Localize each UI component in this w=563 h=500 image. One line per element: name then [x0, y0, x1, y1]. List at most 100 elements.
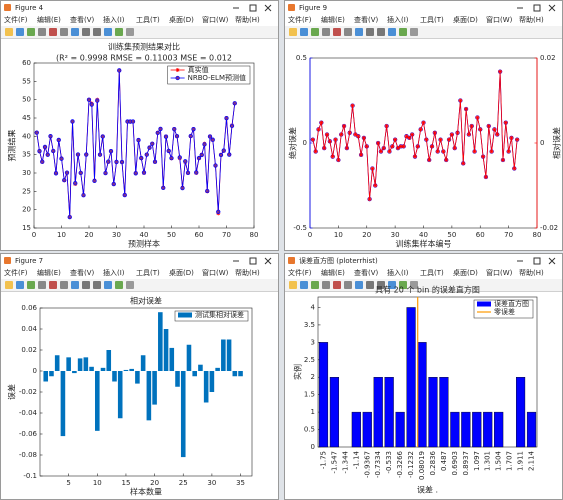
star-marker: [398, 144, 403, 149]
legend-label: 误差直方图: [494, 299, 529, 308]
maximize-button[interactable]: [249, 257, 257, 265]
menu-item[interactable]: 编辑(E): [321, 268, 345, 277]
menu-item[interactable]: 窗口(W): [486, 15, 513, 24]
menu-item[interactable]: 文件(F): [4, 15, 28, 24]
toolbar-button[interactable]: [366, 281, 374, 289]
menu-item[interactable]: 文件(F): [288, 15, 312, 24]
close-button[interactable]: [548, 4, 556, 12]
close-button[interactable]: [264, 4, 272, 12]
menu-item[interactable]: 工具(T): [420, 16, 444, 24]
toolbar-button[interactable]: [115, 281, 123, 289]
toolbar-button[interactable]: [399, 28, 407, 36]
menu-item[interactable]: 查看(V): [354, 15, 379, 24]
x-tick-label: -1.547: [330, 451, 338, 474]
toolbar-button[interactable]: [311, 28, 319, 36]
toolbar-button[interactable]: [115, 28, 123, 36]
bar: [43, 371, 49, 382]
circle-marker: [103, 170, 108, 176]
menu-item[interactable]: 文件(F): [288, 268, 312, 277]
toolbar-button[interactable]: [289, 28, 297, 36]
toolbar-button[interactable]: [16, 28, 24, 36]
menu-item[interactable]: 窗口(W): [486, 268, 513, 277]
maximize-button[interactable]: [249, 4, 257, 12]
menu-item[interactable]: 查看(V): [70, 15, 95, 24]
toolbar-button[interactable]: [60, 281, 68, 289]
menu-item[interactable]: 桌面(D): [453, 15, 478, 24]
toolbar-button[interactable]: [344, 28, 352, 36]
toolbar-button[interactable]: [38, 281, 46, 289]
toolbar-button[interactable]: [82, 281, 90, 289]
window-title: Figure 7: [15, 257, 43, 265]
menu-item[interactable]: 查看(V): [354, 268, 379, 277]
menu-item[interactable]: 桌面(D): [169, 268, 194, 277]
toolbar-button[interactable]: [355, 281, 363, 289]
toolbar-button[interactable]: [322, 28, 330, 36]
toolbar-button[interactable]: [300, 28, 308, 36]
toolbar-button[interactable]: [16, 281, 24, 289]
menu-item[interactable]: 编辑(E): [321, 15, 345, 24]
bar: [192, 371, 197, 377]
menu-item[interactable]: 桌面(D): [453, 268, 478, 277]
menu-item[interactable]: 帮助(H): [519, 15, 544, 24]
toolbar-button[interactable]: [377, 28, 385, 36]
toolbar-button[interactable]: [344, 281, 352, 289]
menu-item[interactable]: 帮助(H): [235, 15, 260, 24]
toolbar-button[interactable]: [355, 28, 363, 36]
toolbar-button[interactable]: [71, 28, 79, 36]
toolbar-button[interactable]: [5, 281, 13, 289]
toolbar-button[interactable]: [410, 281, 418, 289]
menu-item[interactable]: 插入(I): [103, 15, 125, 24]
close-button[interactable]: [548, 257, 556, 265]
toolbar-button[interactable]: [82, 28, 90, 36]
menu-item[interactable]: 查看(V): [70, 268, 95, 277]
menu-item[interactable]: 工具(T): [420, 269, 444, 277]
bar: [180, 371, 186, 458]
toolbar-button[interactable]: [333, 281, 341, 289]
maximize-button[interactable]: [533, 4, 541, 12]
menu-item[interactable]: 插入(I): [387, 268, 409, 277]
toolbar-button[interactable]: [126, 28, 134, 36]
toolbar-button[interactable]: [93, 28, 101, 36]
menu-item[interactable]: 编辑(E): [37, 268, 61, 277]
toolbar-button[interactable]: [377, 281, 385, 289]
toolbar-button[interactable]: [388, 281, 396, 289]
menu-item[interactable]: 插入(I): [387, 15, 409, 24]
toolbar-button[interactable]: [38, 28, 46, 36]
x-tick-label: 15: [121, 479, 130, 487]
toolbar-button[interactable]: [27, 281, 35, 289]
toolbar-button[interactable]: [388, 28, 396, 36]
star-marker: [410, 132, 415, 137]
menu-item[interactable]: 文件(F): [4, 268, 28, 277]
menu-item[interactable]: 工具(T): [136, 269, 160, 277]
star-marker: [342, 124, 347, 128]
menu-item[interactable]: 帮助(H): [519, 268, 544, 277]
menu-item[interactable]: 帮助(H): [235, 268, 260, 277]
toolbar-button[interactable]: [71, 281, 79, 289]
menu-item[interactable]: 桌面(D): [169, 15, 194, 24]
toolbar-button[interactable]: [333, 28, 341, 36]
toolbar-button[interactable]: [126, 281, 134, 289]
toolbar-button[interactable]: [300, 281, 308, 289]
toolbar-button[interactable]: [410, 28, 418, 36]
plot-area: [309, 57, 538, 229]
menu-item[interactable]: 窗口(W): [202, 15, 229, 24]
menu-item[interactable]: 工具(T): [136, 16, 160, 24]
maximize-button[interactable]: [533, 257, 541, 265]
menu-item[interactable]: 编辑(E): [37, 15, 61, 24]
toolbar-button[interactable]: [322, 281, 330, 289]
toolbar-button[interactable]: [60, 28, 68, 36]
toolbar-button[interactable]: [93, 281, 101, 289]
toolbar-button[interactable]: [49, 28, 57, 36]
toolbar-button[interactable]: [311, 281, 319, 289]
toolbar-button[interactable]: [104, 281, 112, 289]
menu-item[interactable]: 窗口(W): [202, 268, 229, 277]
toolbar-button[interactable]: [49, 281, 57, 289]
menu-item[interactable]: 插入(I): [103, 268, 125, 277]
toolbar-button[interactable]: [399, 281, 407, 289]
toolbar-button[interactable]: [104, 28, 112, 36]
toolbar-button[interactable]: [27, 28, 35, 36]
toolbar-button[interactable]: [5, 28, 13, 36]
close-button[interactable]: [264, 257, 272, 265]
toolbar-button[interactable]: [366, 28, 374, 36]
toolbar-button[interactable]: [289, 281, 297, 289]
